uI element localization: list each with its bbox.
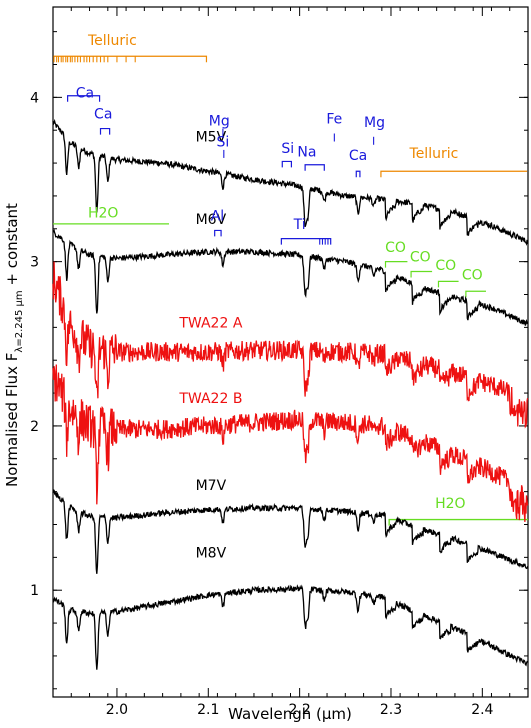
line-id-label: H2O xyxy=(88,205,118,221)
y-axis-label-tail: + constant xyxy=(3,203,21,290)
line-id-label: Telluric xyxy=(87,33,137,49)
line-id-label: Fe xyxy=(326,112,342,128)
x-tick-label: 2.0 xyxy=(106,702,128,718)
spectrum-label: M8V xyxy=(196,545,227,561)
ti-bracket xyxy=(280,238,332,245)
y-axis-label-subscript: λ=2.245 μm xyxy=(14,290,25,352)
line-id-brackets xyxy=(53,55,528,526)
line-id-label: Na xyxy=(297,145,316,161)
line-id-label: CO xyxy=(410,250,431,266)
si-bracket xyxy=(281,160,293,168)
spectra-series xyxy=(52,118,529,670)
y-tick-label: 3 xyxy=(30,255,39,271)
spectrum-label: TWA22 B xyxy=(178,391,242,407)
y-tick-label: 2 xyxy=(30,419,39,435)
x-tick-label: 2.2 xyxy=(289,702,311,718)
h2o-line-right xyxy=(388,518,528,526)
line-id-label: Ca xyxy=(349,148,367,164)
spectrum-labels: M5V M6V TWA22 A TWA22 B M7V M8V xyxy=(178,130,242,562)
y-axis-label: Normalised Flux Fλ=2.245 μm + constant xyxy=(3,203,25,487)
co-bandhead-4 xyxy=(465,290,486,298)
telluric-bracket-top xyxy=(53,55,208,63)
line-id-label: Mg xyxy=(364,115,385,131)
al-bracket xyxy=(214,229,222,237)
line-id-label: Telluric xyxy=(409,146,459,162)
line-id-label: Al xyxy=(211,209,224,225)
line-id-label: Ti xyxy=(293,217,306,233)
line-id-label: CO xyxy=(435,258,456,274)
spectrum-label: TWA22 A xyxy=(178,315,242,331)
x-tick-label: 2.3 xyxy=(380,702,402,718)
spectrum-label: M6V xyxy=(196,212,227,228)
y-tick-label: 4 xyxy=(30,90,39,106)
y-tick-label: 1 xyxy=(30,583,39,599)
series-m6v xyxy=(52,228,529,326)
series-twa22-a xyxy=(52,261,529,429)
line-id-label: CO xyxy=(385,240,406,256)
series-twa22-b xyxy=(52,364,529,522)
co-bandhead-2 xyxy=(410,270,433,278)
series-m8v xyxy=(52,584,529,670)
telluric-bracket-right xyxy=(380,170,528,178)
line-id-label: Si xyxy=(217,135,230,151)
spectrum-label: M5V xyxy=(196,130,227,146)
tick-labels: 2.0 2.1 2.2 2.3 2.4 1 2 3 4 xyxy=(30,90,493,718)
line-id-label: Ca xyxy=(94,107,112,123)
x-tick-label: 2.1 xyxy=(197,702,219,718)
line-id-label: Mg xyxy=(209,113,230,129)
co-bandhead-3 xyxy=(437,280,459,288)
series-m7v xyxy=(52,489,529,574)
co-bandhead-1 xyxy=(384,261,408,268)
line-id-label: H2O xyxy=(435,496,465,512)
x-tick-label: 2.4 xyxy=(471,702,493,718)
line-id-label: Si xyxy=(281,141,294,157)
y-axis-label-main: Normalised Flux F xyxy=(3,353,21,487)
x-axis-label: Wavelengh (μm) xyxy=(228,705,352,723)
ca-bracket-2 xyxy=(99,127,111,135)
series-m5v xyxy=(52,118,529,246)
na-bracket xyxy=(304,164,325,171)
spectrum-label: M7V xyxy=(196,478,227,494)
ca-bracket-3 xyxy=(355,170,361,178)
axes-frame xyxy=(52,6,529,698)
ca-bracket-1 xyxy=(67,95,101,102)
line-id-label: CO xyxy=(462,268,483,284)
line-id-label: Ca xyxy=(76,85,94,101)
